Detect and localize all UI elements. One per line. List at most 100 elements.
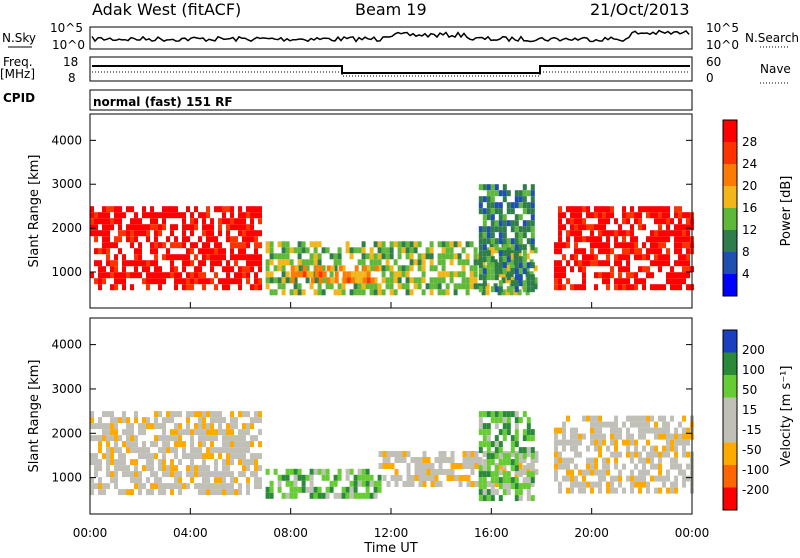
heatmap-cell bbox=[158, 230, 162, 237]
heatmap-cell bbox=[554, 433, 558, 440]
heatmap-cell bbox=[454, 475, 459, 481]
heatmap-cell bbox=[486, 250, 491, 257]
heatmap-cell bbox=[666, 218, 670, 225]
heatmap-cell bbox=[305, 486, 310, 493]
heatmap-cell bbox=[526, 495, 531, 502]
heatmap-cell bbox=[382, 463, 387, 469]
heatmap-cell bbox=[174, 483, 178, 490]
heatmap-cell bbox=[134, 218, 138, 225]
heatmap-cell bbox=[254, 465, 258, 472]
heatmap-cell bbox=[670, 463, 674, 470]
heatmap-cell bbox=[450, 463, 455, 469]
heatmap-cell bbox=[102, 266, 106, 273]
heatmap-cell bbox=[558, 457, 562, 464]
heatmap-cell bbox=[594, 272, 598, 279]
heatmap-cell bbox=[222, 284, 226, 291]
heatmap-cell bbox=[345, 492, 350, 499]
heatmap-cell bbox=[594, 236, 598, 243]
heatmap-cell bbox=[514, 238, 519, 245]
heatmap-cell bbox=[94, 465, 98, 472]
heatmap-cell bbox=[102, 236, 106, 243]
heatmap-cell bbox=[674, 475, 678, 482]
heatmap-cell bbox=[313, 241, 318, 248]
heatmap-cell bbox=[418, 481, 423, 487]
heatmap-cell bbox=[526, 238, 531, 245]
heatmap-cell bbox=[606, 457, 610, 464]
heatmap-cell bbox=[490, 471, 495, 478]
heatmap-cell bbox=[438, 457, 443, 463]
heatmap-cell bbox=[650, 284, 654, 291]
heatmap-cell bbox=[522, 411, 527, 418]
heatmap-cell bbox=[674, 427, 678, 434]
heatmap-cell bbox=[202, 242, 206, 249]
heatmap-cell bbox=[634, 445, 638, 452]
heatmap-cell bbox=[170, 266, 174, 273]
heatmap-cell bbox=[462, 463, 467, 469]
heatmap-cell bbox=[273, 277, 278, 284]
heatmap-cell bbox=[505, 259, 510, 266]
heatmap-cell bbox=[686, 427, 690, 434]
heatmap-cell bbox=[354, 277, 359, 284]
heatmap-cell bbox=[526, 208, 531, 215]
heatmap-cell bbox=[530, 262, 535, 269]
heatmap-cell bbox=[146, 477, 150, 484]
heatmap-cell bbox=[526, 202, 531, 209]
heatmap-cell bbox=[514, 453, 519, 460]
heatmap-cell bbox=[182, 224, 186, 231]
heatmap-cell bbox=[490, 411, 495, 418]
noise-left-top: 10^5 bbox=[50, 21, 83, 35]
heatmap-cell bbox=[501, 277, 506, 284]
heatmap-cell bbox=[317, 289, 322, 296]
heatmap-cell bbox=[417, 283, 422, 290]
heatmap-cell bbox=[242, 471, 246, 478]
heatmap-cell bbox=[174, 435, 178, 442]
heatmap-cell bbox=[525, 253, 530, 260]
heatmap-cell bbox=[482, 184, 487, 191]
heatmap-cell bbox=[518, 268, 523, 275]
heatmap-cell bbox=[642, 206, 646, 213]
velocity-cbar-swatch bbox=[723, 442, 737, 465]
heatmap-cell bbox=[606, 481, 610, 488]
heatmap-cell bbox=[574, 218, 578, 225]
heatmap-cell bbox=[634, 242, 638, 249]
heatmap-cell bbox=[578, 487, 582, 494]
heatmap-cell bbox=[309, 283, 314, 290]
heatmap-cell bbox=[194, 224, 198, 231]
heatmap-cell bbox=[138, 242, 142, 249]
heatmap-cell bbox=[90, 272, 94, 279]
heatmap-cell bbox=[662, 451, 666, 458]
heatmap-cell bbox=[122, 212, 126, 219]
heatmap-cell bbox=[326, 265, 331, 272]
heatmap-cell bbox=[202, 230, 206, 237]
heatmap-cell bbox=[658, 463, 662, 470]
heatmap-cell bbox=[510, 459, 515, 466]
heatmap-cell bbox=[178, 212, 182, 219]
heatmap-cell bbox=[662, 206, 666, 213]
heatmap-cell bbox=[626, 272, 630, 279]
heatmap-cell bbox=[658, 206, 662, 213]
heatmap-cell bbox=[678, 248, 682, 255]
heatmap-cell bbox=[650, 475, 654, 482]
heatmap-cell bbox=[510, 451, 515, 457]
heatmap-cell bbox=[373, 259, 378, 266]
heatmap-cell bbox=[473, 259, 478, 266]
heatmap-cell bbox=[234, 218, 238, 225]
heatmap-cell bbox=[522, 465, 527, 472]
heatmap-cell bbox=[114, 459, 118, 466]
heatmap-cell bbox=[465, 259, 470, 266]
heatmap-cell bbox=[98, 260, 102, 267]
heatmap-cell bbox=[602, 439, 606, 446]
heatmap-cell bbox=[230, 248, 234, 255]
heatmap-cell bbox=[110, 453, 114, 460]
heatmap-cell bbox=[134, 212, 138, 219]
heatmap-cell bbox=[150, 465, 154, 472]
heatmap-cell bbox=[210, 435, 214, 442]
heatmap-cell bbox=[325, 283, 330, 290]
heatmap-cell bbox=[518, 463, 523, 469]
heatmap-cell bbox=[210, 411, 214, 418]
heatmap-cell bbox=[353, 247, 358, 254]
heatmap-cell bbox=[174, 477, 178, 484]
heatmap-cell bbox=[226, 206, 230, 213]
heatmap-cell bbox=[634, 284, 638, 291]
heatmap-cell bbox=[130, 284, 134, 291]
